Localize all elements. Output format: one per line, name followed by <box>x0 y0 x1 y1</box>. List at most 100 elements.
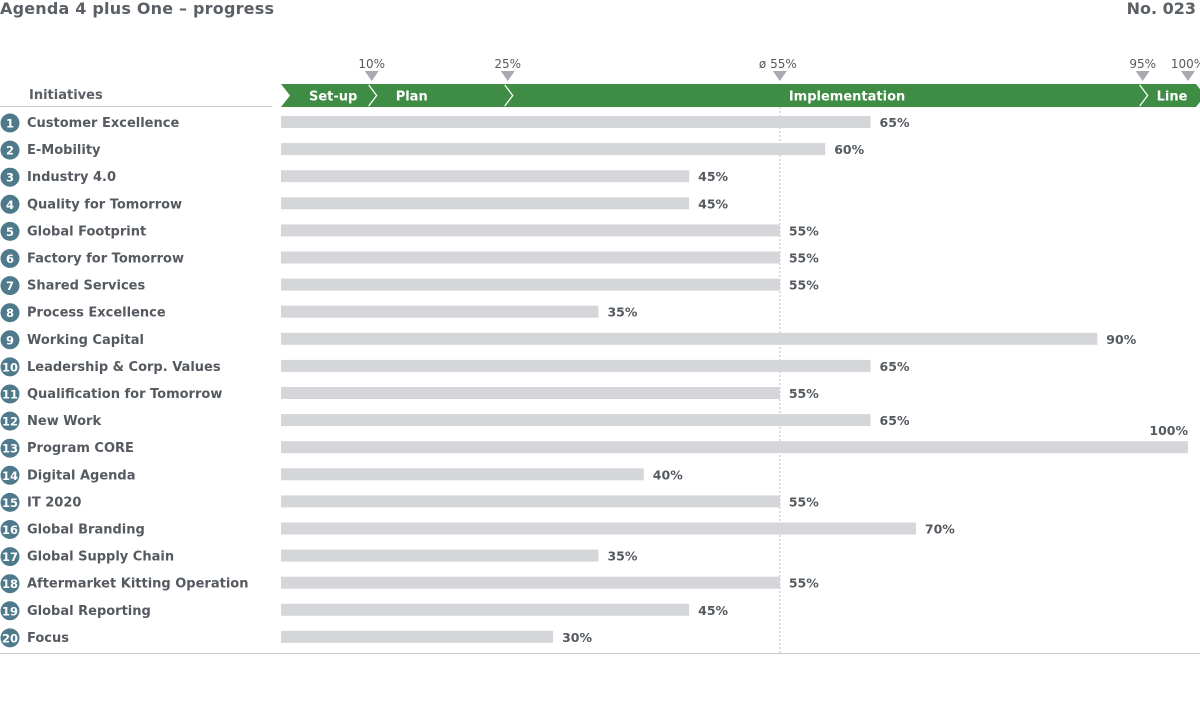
tick-label: 100% <box>1171 57 1200 71</box>
value-label: 30% <box>562 630 592 645</box>
row-number: 1 <box>6 117 14 131</box>
tick-markers: 10% 25% ø 55% 95% 100% <box>358 57 1200 81</box>
row-number: 10 <box>2 360 18 374</box>
tick-label: 25% <box>494 57 521 71</box>
row-number: 11 <box>2 388 18 402</box>
initiative-name: Focus <box>27 631 69 646</box>
progress-bar <box>281 332 1098 345</box>
row-number: 3 <box>6 171 14 185</box>
initiative-name: Shared Services <box>27 279 145 294</box>
phase-band-shape <box>281 84 1200 107</box>
progress-bar <box>281 414 871 427</box>
value-label: 55% <box>789 576 819 591</box>
value-label: 65% <box>880 413 910 428</box>
initiative-name: E-Mobility <box>27 143 101 158</box>
value-label: 90% <box>1106 332 1136 347</box>
initiative-name: Qualification for Tomorrow <box>27 387 222 402</box>
row-number-badge <box>0 520 20 539</box>
progress-bar <box>281 603 690 616</box>
progress-bar <box>281 495 780 508</box>
row-number-badge <box>0 628 20 648</box>
value-label: 40% <box>653 467 683 482</box>
value-label: 55% <box>789 494 819 509</box>
progress-bar <box>281 576 780 589</box>
progress-bar <box>281 387 780 399</box>
row-number: 13 <box>2 442 18 456</box>
initiatives-column-header: Initiatives <box>29 88 103 103</box>
row-number: 7 <box>6 279 14 293</box>
value-label: 55% <box>789 251 819 266</box>
value-label: 100% <box>1149 423 1188 438</box>
row-number: 14 <box>2 469 18 483</box>
row-number: 16 <box>2 523 18 537</box>
initiative-name: Global Branding <box>27 523 145 538</box>
initiative-name: Aftermarket Kitting Operation <box>27 577 248 592</box>
row-number-badge <box>0 357 20 377</box>
bars: 65% 60% 45% 45% 55% 55% 55% 35% 90% 65% 55% 65% 100%… <box>281 115 1188 645</box>
row-number-badge <box>0 303 20 323</box>
phase-label-plan: Plan <box>396 90 428 105</box>
tick-marker <box>1181 71 1195 81</box>
row-number: 2 <box>6 144 14 158</box>
tick-label: 10% <box>358 57 385 71</box>
progress-bar <box>281 549 599 562</box>
progress-bar <box>281 278 780 291</box>
row-number-badge <box>0 249 20 268</box>
row-number-badge <box>0 492 20 512</box>
row-number-badge <box>0 438 20 458</box>
initiative-name: IT 2020 <box>27 495 81 510</box>
value-label: 45% <box>698 169 728 184</box>
row-number: 19 <box>2 604 18 618</box>
initiative-name: Global Footprint <box>27 224 146 239</box>
initiative-rows: 1 Customer Excellence 2 E-Mobility 3 Industry… <box>0 113 248 648</box>
initiative-name: Digital Agenda <box>27 468 136 483</box>
value-label: 60% <box>834 142 864 157</box>
tick-marker <box>500 71 515 81</box>
row-number-badge <box>0 465 20 485</box>
progress-bar <box>281 116 871 128</box>
phase-separator <box>504 84 514 107</box>
phase-separator <box>1139 84 1149 107</box>
row-number-badge <box>0 140 20 160</box>
progress-bar <box>281 170 690 183</box>
header-divider <box>0 106 272 107</box>
row-number-badge <box>0 113 20 133</box>
phase-label-line: Line <box>1157 90 1188 105</box>
row-number: 6 <box>6 252 14 266</box>
phase-band: Set-up Plan Implementation Line <box>281 84 1200 107</box>
value-label: 35% <box>607 549 637 564</box>
row-number: 20 <box>2 631 18 645</box>
value-label: 65% <box>880 115 910 130</box>
phase-label-implementation: Implementation <box>789 90 905 105</box>
progress-bar <box>281 143 826 156</box>
row-number: 15 <box>2 496 18 510</box>
row-number-badge <box>0 221 20 241</box>
initiative-name: Customer Excellence <box>27 116 179 131</box>
value-label: 45% <box>698 603 728 618</box>
phase-label-set-up: Set-up <box>309 90 357 105</box>
phase-separator <box>368 84 378 107</box>
row-number: 4 <box>6 198 14 212</box>
initiative-name: Process Excellence <box>27 306 166 321</box>
row-number-badge <box>0 330 20 350</box>
tick-marker <box>772 71 787 81</box>
initiative-name: Working Capital <box>27 333 144 348</box>
progress-bar <box>281 359 871 372</box>
initiative-name: Global Supply Chain <box>27 550 174 565</box>
row-number-badge <box>0 547 20 567</box>
initiative-name: New Work <box>27 414 101 429</box>
value-label: 45% <box>698 196 728 211</box>
progress-bar <box>281 468 644 481</box>
progress-bar <box>281 441 1188 454</box>
tick-marker <box>364 71 379 81</box>
progress-bar <box>281 224 780 237</box>
value-label: 35% <box>607 305 637 320</box>
initiative-name: Quality for Tomorrow <box>27 197 182 212</box>
value-label: 55% <box>789 223 819 238</box>
row-number-badge <box>0 384 20 404</box>
value-label: 55% <box>789 278 819 293</box>
row-number: 9 <box>6 333 14 347</box>
progress-bar <box>281 630 554 643</box>
initiative-name: Factory for Tomorrow <box>27 252 184 267</box>
